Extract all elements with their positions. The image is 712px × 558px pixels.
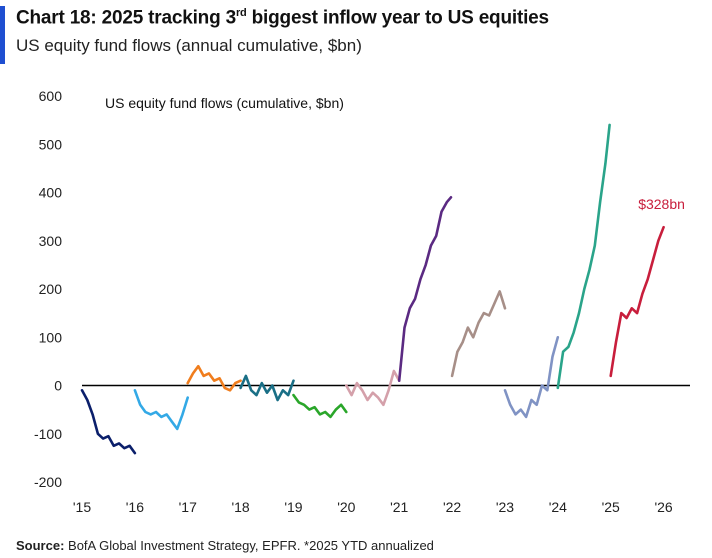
y-axis: 600 500 400 300 200 100 0 -100 -200	[34, 88, 62, 490]
title-accent-bar	[0, 6, 5, 64]
series-line-2024	[556, 123, 611, 390]
series-line-2025	[609, 225, 665, 378]
chart-title: Chart 18: 2025 tracking 3rd biggest infl…	[16, 7, 549, 29]
chart-subtitle: US equity fund flows (annual cumulative,…	[16, 36, 362, 55]
y-tick-label: -100	[34, 426, 62, 442]
y-tick-label: 300	[39, 233, 63, 249]
y-tick-label: -200	[34, 474, 62, 490]
series-line-2019	[292, 393, 348, 419]
x-tick-label: '21	[390, 499, 408, 515]
source-note: Source: BofA Global Investment Strategy,…	[16, 538, 434, 553]
x-axis: '15 '16 '17 '18 '19 '20 '21 '22 '23 '24 '25 '26	[73, 499, 673, 515]
y-tick-label: 500	[39, 136, 63, 152]
series-layer	[80, 123, 665, 455]
series-line-2023	[503, 335, 560, 419]
title-superscript: rd	[235, 7, 247, 19]
annotation-label: $328bn	[638, 196, 685, 212]
x-tick-label: '15	[73, 499, 91, 515]
x-tick-label: '25	[602, 499, 620, 515]
y-tick-label: 600	[39, 88, 63, 104]
series-line-2022	[450, 290, 507, 378]
series-line-2021	[397, 196, 453, 383]
y-tick-label: 400	[39, 185, 63, 201]
x-tick-label: '18	[231, 499, 249, 515]
series-line-2016	[133, 388, 189, 431]
y-tick-label: 0	[54, 378, 62, 394]
x-tick-label: '16	[126, 499, 144, 515]
x-tick-label: '24	[549, 499, 567, 515]
x-tick-label: '17	[179, 499, 197, 515]
series-line-2017	[186, 364, 242, 392]
title-prefix: Chart 18: 2025 tracking 3	[16, 7, 236, 29]
x-tick-label: '19	[284, 499, 302, 515]
x-tick-label: '22	[443, 499, 461, 515]
series-line-2018	[239, 374, 295, 402]
y-tick-label: 100	[39, 329, 63, 345]
series-line-2015	[80, 388, 137, 455]
y-tick-label: 200	[39, 281, 63, 297]
x-tick-label: '23	[496, 499, 514, 515]
series-line-2020	[344, 369, 401, 407]
x-tick-label: '20	[337, 499, 355, 515]
inner-chart-title: US equity fund flows (cumulative, $bn)	[105, 95, 344, 111]
chart-plot: 600 500 400 300 200 100 0 -100 -200 '15 '16 '17 '18…	[34, 88, 690, 515]
title-suffix: biggest inflow year to US equities	[246, 7, 549, 29]
source-label: Source:	[16, 538, 65, 553]
x-tick-label: '26	[654, 499, 672, 515]
source-text: BofA Global Investment Strategy, EPFR. *…	[64, 538, 434, 553]
